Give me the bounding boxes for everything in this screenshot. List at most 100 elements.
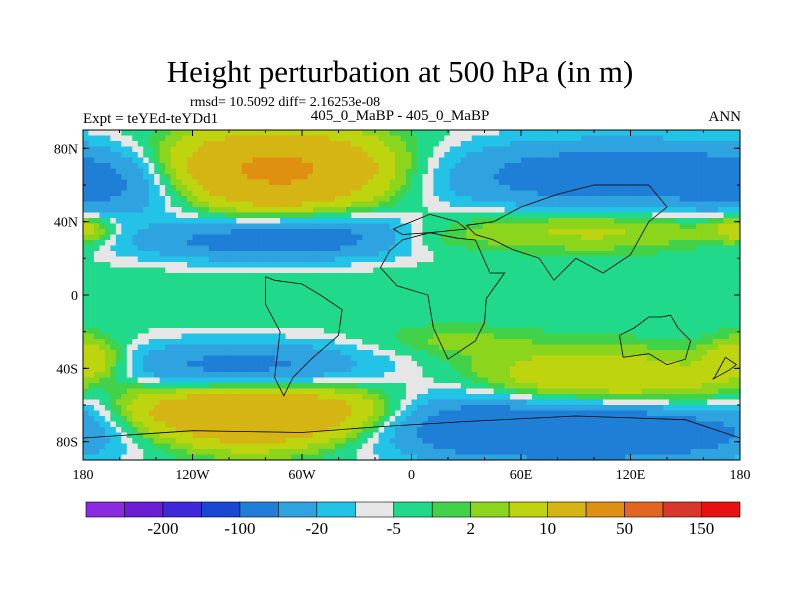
contour-cell bbox=[351, 350, 358, 357]
contour-cell bbox=[148, 185, 155, 192]
contour-cell bbox=[356, 333, 363, 340]
contour-cell bbox=[126, 306, 133, 313]
contour-cell bbox=[729, 196, 736, 203]
contour-cell bbox=[132, 240, 139, 247]
contour-cell bbox=[690, 196, 697, 203]
contour-cell bbox=[258, 333, 265, 340]
contour-cell bbox=[312, 174, 320, 181]
contour-cell bbox=[504, 212, 511, 219]
contour-cell bbox=[455, 135, 462, 142]
contour-cell bbox=[427, 240, 434, 247]
contour-cell bbox=[449, 207, 456, 214]
contour-cell bbox=[438, 152, 445, 159]
contour-cell bbox=[219, 317, 226, 324]
contour-cell bbox=[312, 273, 320, 280]
contour-cell bbox=[88, 300, 95, 307]
contour-cell bbox=[373, 240, 380, 247]
contour-cell bbox=[285, 278, 292, 285]
contour-cell bbox=[126, 174, 133, 181]
contour-cell bbox=[614, 223, 621, 230]
contour-cell bbox=[581, 317, 588, 324]
contour-cell bbox=[400, 273, 407, 280]
contour-cell bbox=[696, 262, 703, 269]
contour-cell bbox=[619, 311, 626, 318]
contour-cell bbox=[143, 174, 150, 181]
contour-cell bbox=[696, 339, 703, 346]
contour-cell bbox=[88, 168, 95, 175]
contour-cell bbox=[471, 289, 478, 296]
contour-cell bbox=[285, 262, 292, 269]
contour-cell bbox=[389, 157, 396, 164]
contour-cell bbox=[170, 163, 177, 170]
contour-cell bbox=[362, 300, 369, 307]
contour-cell bbox=[406, 168, 413, 175]
contour-cell bbox=[493, 201, 500, 208]
contour-cell bbox=[269, 152, 276, 159]
contour-cell bbox=[597, 273, 604, 280]
contour-cell bbox=[526, 152, 533, 159]
contour-cell bbox=[340, 322, 347, 329]
contour-cell bbox=[280, 245, 287, 252]
contour-cell bbox=[241, 289, 248, 296]
contour-cell bbox=[625, 207, 632, 214]
contour-cell bbox=[734, 185, 740, 192]
contour-cell bbox=[296, 355, 303, 362]
contour-cell bbox=[603, 278, 610, 285]
contour-cell bbox=[510, 223, 517, 230]
contour-cell bbox=[83, 146, 90, 153]
contour-cell bbox=[345, 350, 352, 357]
contour-cell bbox=[646, 207, 653, 214]
contour-cell bbox=[88, 267, 95, 274]
contour-cell bbox=[712, 157, 719, 164]
contour-cell bbox=[274, 317, 281, 324]
contour-cell bbox=[608, 135, 615, 142]
contour-cell bbox=[192, 207, 199, 214]
contour-cell bbox=[553, 130, 560, 137]
contour-cell bbox=[236, 229, 243, 236]
contour-cell bbox=[455, 174, 462, 181]
contour-cell bbox=[99, 218, 106, 225]
contour-cell bbox=[367, 339, 374, 346]
contour-cell bbox=[126, 256, 133, 263]
contour-cell bbox=[225, 306, 232, 313]
contour-cell bbox=[526, 339, 533, 346]
contour-cell bbox=[241, 355, 248, 362]
contour-cell bbox=[548, 130, 555, 137]
contour-cell bbox=[531, 339, 539, 346]
contour-cell bbox=[351, 168, 358, 175]
contour-cell bbox=[433, 284, 440, 291]
contour-cell bbox=[132, 245, 139, 252]
contour-cell bbox=[121, 267, 128, 274]
contour-cell bbox=[668, 163, 675, 170]
contour-cell bbox=[592, 273, 599, 280]
contour-cell bbox=[154, 141, 161, 148]
contour-cell bbox=[652, 333, 659, 340]
contour-cell bbox=[608, 295, 615, 302]
contour-cell bbox=[406, 350, 413, 357]
contour-cell bbox=[88, 196, 95, 203]
contour-cell bbox=[641, 223, 648, 230]
contour-cell bbox=[504, 141, 511, 148]
contour-cell bbox=[203, 273, 210, 280]
contour-cell bbox=[674, 328, 681, 335]
contour-cell bbox=[88, 185, 95, 192]
contour-cell bbox=[334, 234, 341, 241]
contour-cell bbox=[247, 196, 254, 203]
contour-cell bbox=[154, 339, 161, 346]
contour-cell bbox=[110, 212, 117, 219]
contour-cell bbox=[553, 278, 560, 285]
contour-cell bbox=[247, 229, 254, 236]
contour-cell bbox=[564, 174, 571, 181]
contour-cell bbox=[230, 251, 237, 258]
contour-cell bbox=[187, 278, 194, 285]
contour-cell bbox=[504, 251, 511, 258]
contour-cell bbox=[542, 135, 549, 142]
contour-cell bbox=[269, 240, 276, 247]
contour-cell bbox=[630, 350, 637, 357]
contour-cell bbox=[170, 135, 177, 142]
contour-cell bbox=[367, 300, 374, 307]
contour-cell bbox=[110, 190, 117, 197]
contour-cell bbox=[263, 289, 270, 296]
contour-cell bbox=[340, 339, 347, 346]
contour-cell bbox=[367, 179, 374, 186]
